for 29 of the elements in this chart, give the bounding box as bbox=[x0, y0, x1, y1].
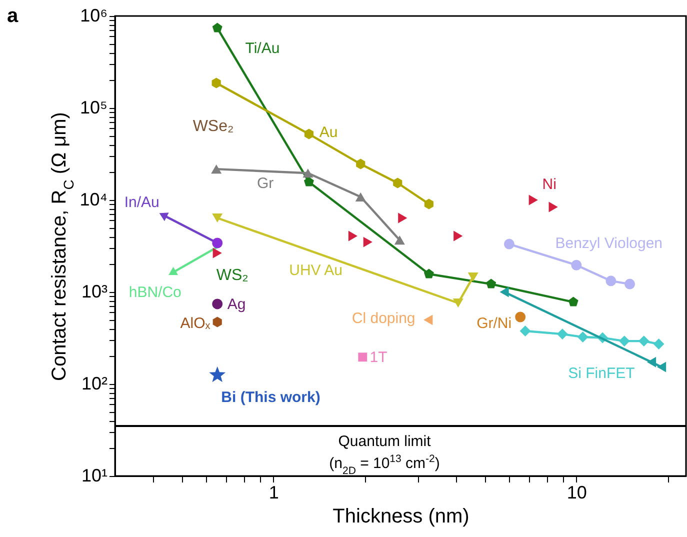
y-tick-label: 10⁴ bbox=[80, 190, 108, 210]
y-tick-label: 10⁵ bbox=[80, 98, 108, 118]
annotation: WSe₂ bbox=[192, 118, 234, 136]
series-label: Au bbox=[319, 124, 338, 141]
x-tick-label: 10 bbox=[566, 482, 587, 502]
series-label: Gr/Ni bbox=[476, 315, 512, 332]
y-tick-label: 10² bbox=[81, 374, 108, 394]
ref-line-label: Quantum limit bbox=[338, 432, 432, 450]
series-label: AlOₓ bbox=[180, 315, 210, 332]
series-label: Si FinFET bbox=[568, 364, 635, 382]
y-tick-label: 10⁶ bbox=[80, 6, 108, 26]
x-axis-title: Thickness (nm) bbox=[332, 506, 470, 528]
series-label: Gr bbox=[256, 175, 274, 192]
series-label: Cl doping bbox=[352, 310, 416, 328]
series-label: 1T bbox=[370, 349, 388, 366]
series-label: Ni bbox=[542, 176, 556, 194]
annotation: (n$_{2D}$ = 10$^{13}$ cm$^{-2}$) bbox=[329, 452, 440, 477]
series-label: In/Au bbox=[124, 194, 160, 212]
series-label: UHV Au bbox=[289, 262, 342, 280]
text: a bbox=[7, 5, 19, 27]
series-label: Benzyl Viologen bbox=[555, 234, 663, 252]
series-label: Ti/Au bbox=[245, 40, 280, 57]
x-tick-label: 1 bbox=[268, 482, 279, 502]
series-label: Ag bbox=[227, 296, 246, 313]
y-tick-label: 10¹ bbox=[81, 466, 108, 486]
y-tick-label: 10³ bbox=[81, 282, 108, 302]
annotation: WS₂ bbox=[216, 267, 248, 284]
series-label: hBN/Co bbox=[128, 284, 182, 301]
series-label: Bi (This work) bbox=[221, 389, 320, 406]
